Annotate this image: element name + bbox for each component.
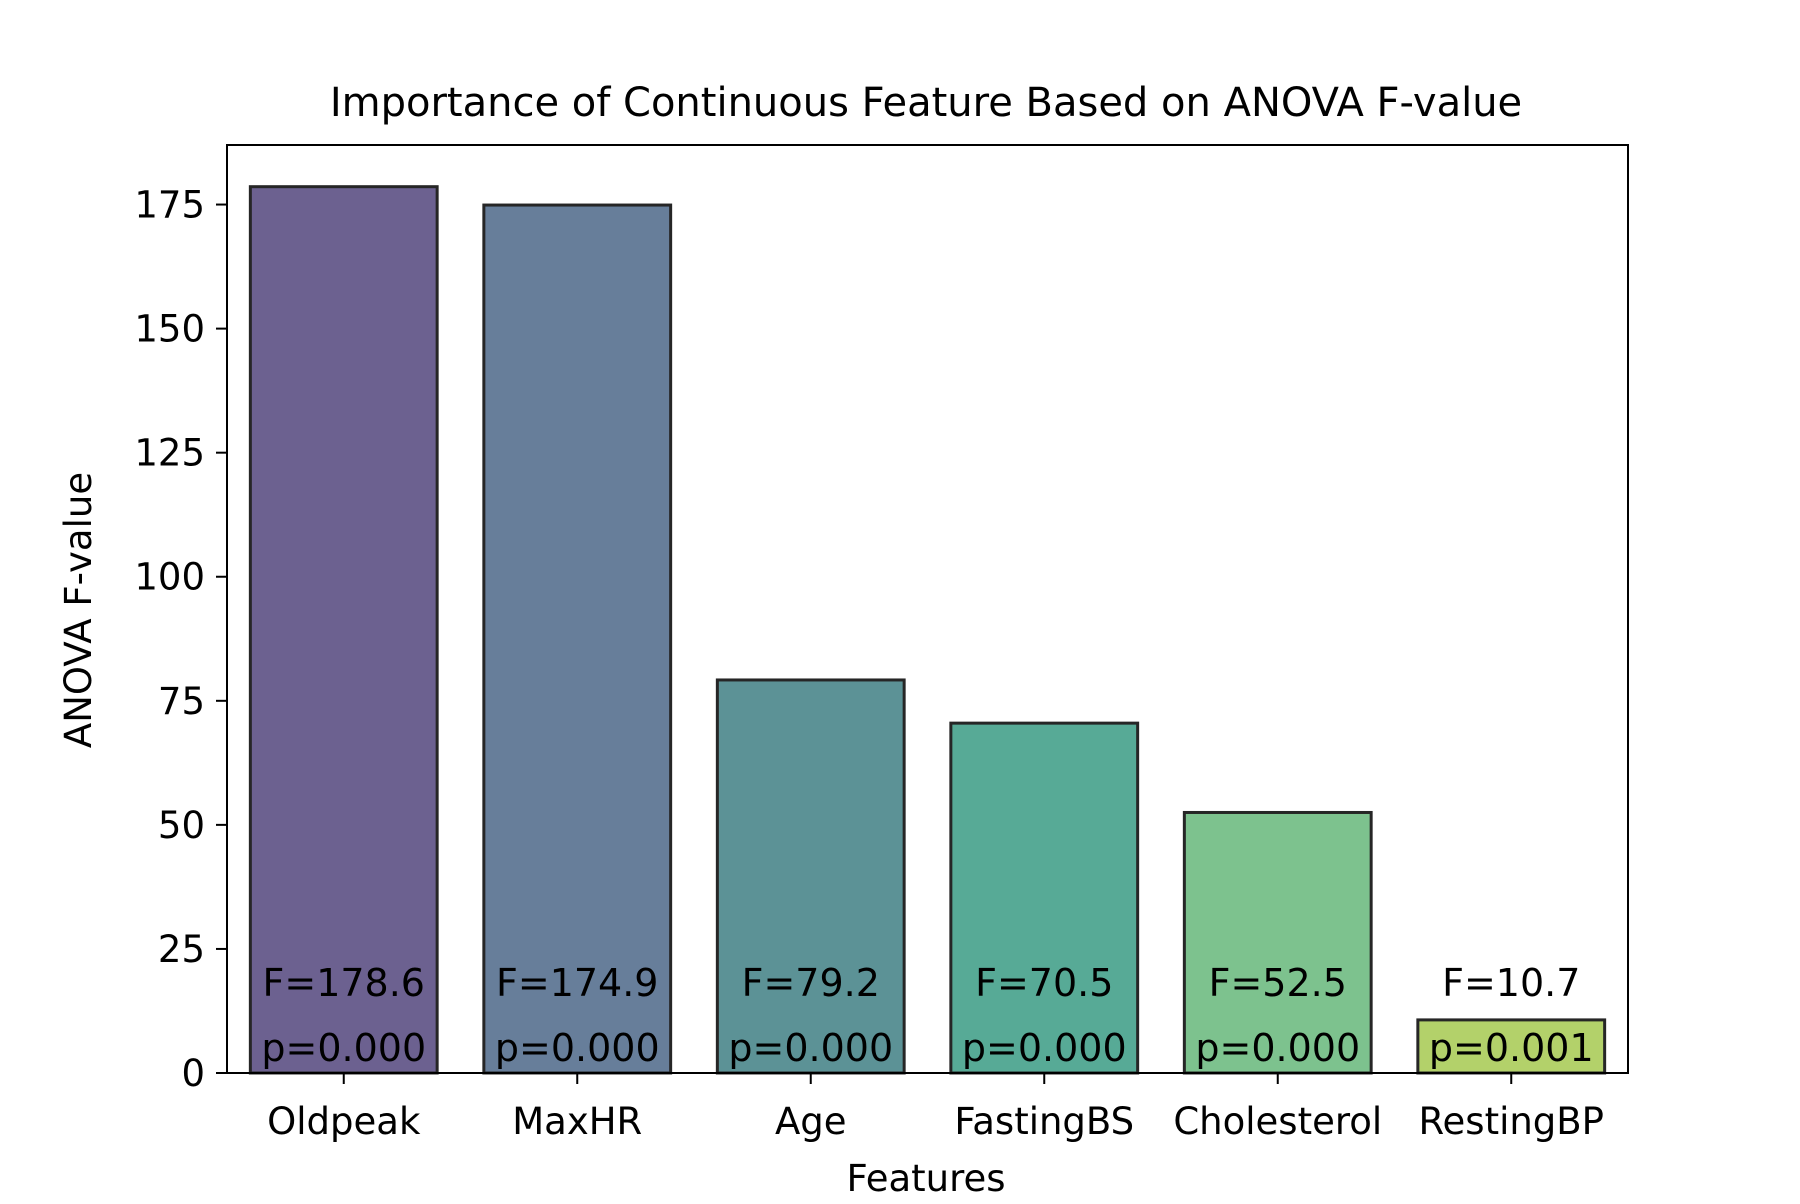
f-value-label: F=178.6 <box>263 961 425 1005</box>
y-tick-label: 0 <box>181 1052 205 1095</box>
y-tick-label: 175 <box>134 184 205 227</box>
f-value-label: F=174.9 <box>496 961 658 1005</box>
p-value-label: p=0.000 <box>495 1026 660 1070</box>
y-tick-label: 50 <box>158 804 205 847</box>
p-value-label: p=0.000 <box>728 1026 893 1070</box>
axes-layer: Oldpeak MaxHR Age FastingBS Cholesterol Resti… <box>134 144 1629 1143</box>
p-value-label: p=0.001 <box>1429 1026 1594 1070</box>
data-labels-layer: F=178.6 p=0.000 F=174.9 p=0.000 F=79.2 p=0.00… <box>261 961 1593 1070</box>
x-tick-label: FastingBS <box>954 1100 1134 1143</box>
x-tick-label: Age <box>775 1100 847 1143</box>
y-axis-label: ANOVA F-value <box>57 472 100 748</box>
bars-layer <box>248 185 1607 1075</box>
x-axis-label: Features <box>846 1157 1005 1200</box>
x-tick-label: MaxHR <box>512 1100 642 1143</box>
f-value-label: F=52.5 <box>1209 961 1347 1005</box>
y-tick-label: 125 <box>134 432 205 475</box>
bar-maxhr <box>482 203 673 1075</box>
x-tick-label: Cholesterol <box>1173 1100 1382 1143</box>
f-value-label: F=79.2 <box>742 961 880 1005</box>
bar-age <box>715 678 906 1075</box>
y-tick-label: 25 <box>158 928 205 971</box>
y-tick-label: 150 <box>134 308 205 351</box>
f-value-label: F=70.5 <box>975 961 1113 1005</box>
x-tick-label: RestingBP <box>1418 1100 1604 1143</box>
p-value-label: p=0.000 <box>962 1026 1127 1070</box>
x-tick-label: Oldpeak <box>267 1100 421 1143</box>
bar-fastingbs <box>949 721 1140 1075</box>
chart-title: Importance of Continuous Feature Based o… <box>330 80 1522 126</box>
bar-oldpeak <box>248 185 439 1075</box>
p-value-label: p=0.000 <box>261 1026 426 1070</box>
f-value-label: F=10.7 <box>1442 961 1580 1005</box>
y-tick-label: 100 <box>134 556 205 599</box>
plot-frame <box>226 144 1629 1074</box>
bar-cholesterol <box>1182 810 1373 1075</box>
p-value-label: p=0.000 <box>1195 1026 1360 1070</box>
y-tick-label: 75 <box>158 680 205 723</box>
